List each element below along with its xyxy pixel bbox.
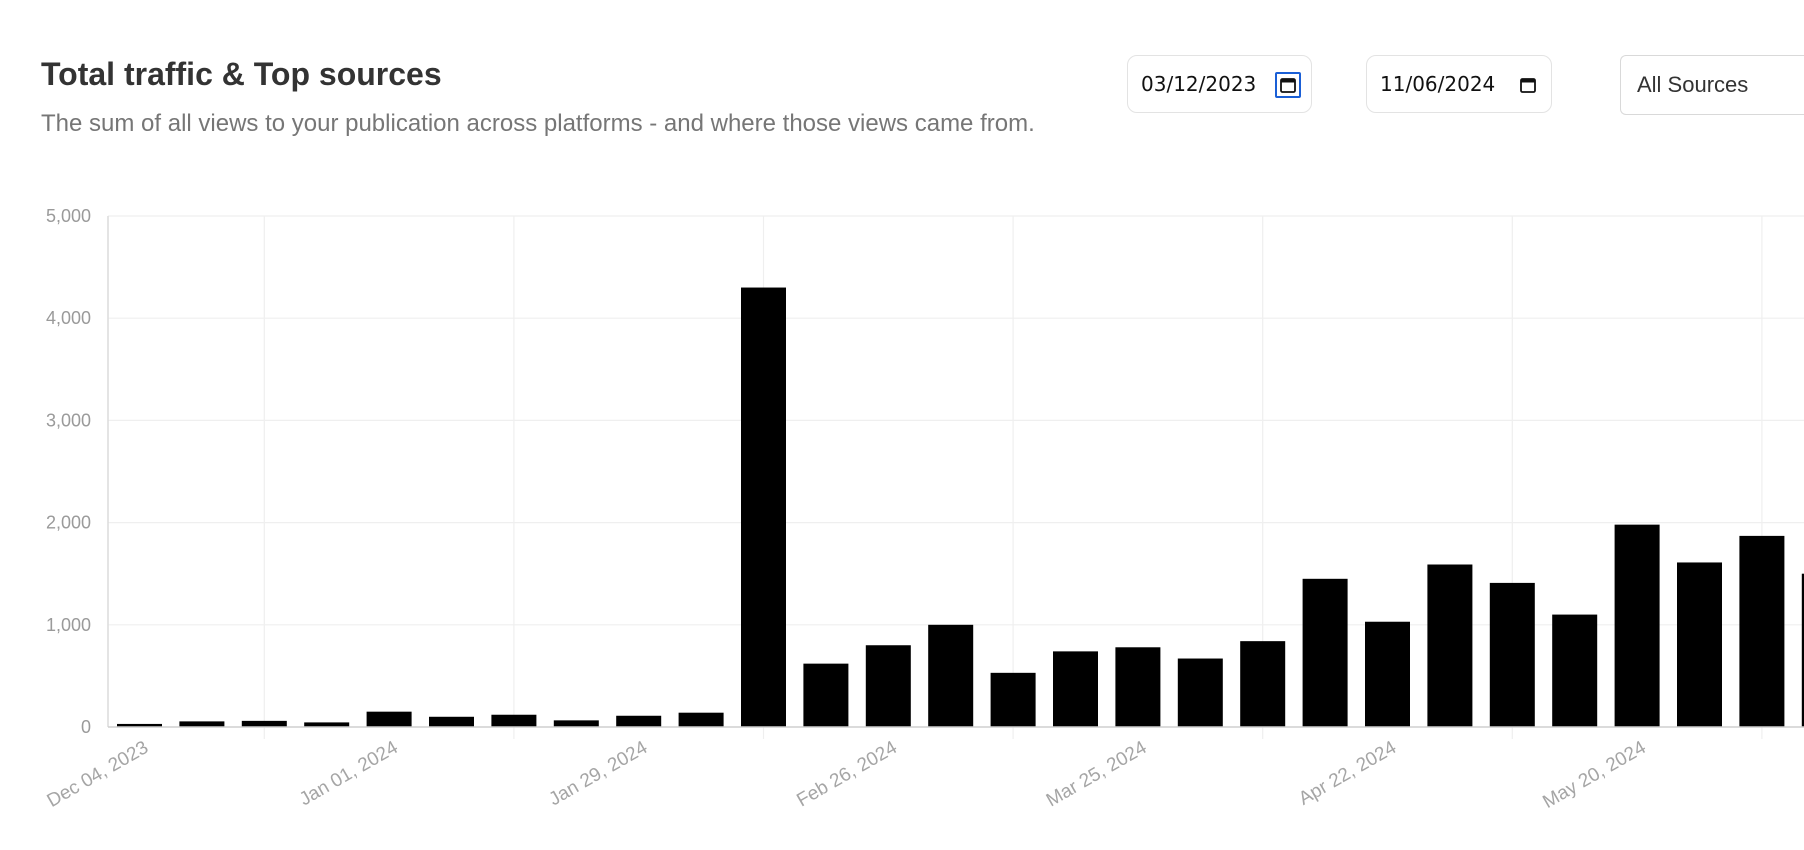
y-tick-label: 0 (81, 717, 91, 737)
end-date-input[interactable]: 11/06/2024 (1366, 55, 1552, 113)
bar[interactable] (990, 672, 1036, 727)
y-tick-label: 4,000 (46, 308, 91, 328)
bar[interactable] (616, 715, 662, 727)
y-tick-label: 1,000 (46, 615, 91, 635)
bar[interactable] (678, 712, 724, 727)
bar[interactable] (491, 714, 537, 727)
calendar-icon[interactable] (1275, 72, 1301, 98)
bar[interactable] (179, 721, 225, 727)
bar[interactable] (1115, 647, 1161, 727)
bar[interactable] (1177, 658, 1223, 727)
bar[interactable] (1240, 641, 1286, 727)
bar[interactable] (865, 645, 911, 727)
bar[interactable] (741, 287, 786, 727)
bar[interactable] (1801, 573, 1804, 727)
start-date-input[interactable]: 03/12/2023 (1127, 55, 1312, 113)
x-tick-label: Dec 04, 2023 (44, 737, 152, 812)
bar[interactable] (429, 716, 474, 727)
bar[interactable] (1614, 524, 1660, 727)
x-tick-label: May 20, 2024 (1539, 737, 1650, 813)
start-date-value: 03/12/2023 (1141, 72, 1257, 96)
y-tick-label: 2,000 (46, 513, 91, 533)
bar[interactable] (366, 711, 412, 727)
bar[interactable] (1053, 651, 1098, 727)
x-tick-label: Feb 26, 2024 (793, 737, 901, 811)
bar[interactable] (117, 723, 162, 727)
end-date-value: 11/06/2024 (1380, 72, 1496, 96)
x-tick-label: Apr 22, 2024 (1295, 737, 1400, 810)
bar[interactable] (241, 720, 287, 727)
bar[interactable] (1739, 535, 1785, 727)
source-select[interactable]: All Sources (1620, 55, 1804, 115)
bar[interactable] (553, 720, 599, 727)
y-tick-label: 5,000 (46, 206, 91, 226)
bar[interactable] (1302, 578, 1348, 727)
bar[interactable] (1552, 614, 1598, 727)
bar[interactable] (1677, 562, 1722, 727)
bar[interactable] (1427, 564, 1473, 727)
page-subtitle: The sum of all views to your publication… (41, 110, 1035, 137)
calendar-icon[interactable] (1515, 72, 1541, 98)
y-tick-label: 3,000 (46, 410, 91, 430)
bar[interactable] (928, 624, 974, 727)
source-select-value: All Sources (1637, 72, 1749, 97)
x-tick-label: Jan 01, 2024 (296, 737, 402, 810)
bar[interactable] (1489, 582, 1535, 727)
page-title: Total traffic & Top sources (41, 56, 442, 92)
x-tick-label: Mar 25, 2024 (1043, 737, 1151, 811)
x-tick-label: Jan 29, 2024 (546, 737, 652, 810)
bar[interactable] (803, 663, 849, 727)
bar[interactable] (1365, 621, 1410, 727)
bar[interactable] (304, 722, 350, 727)
